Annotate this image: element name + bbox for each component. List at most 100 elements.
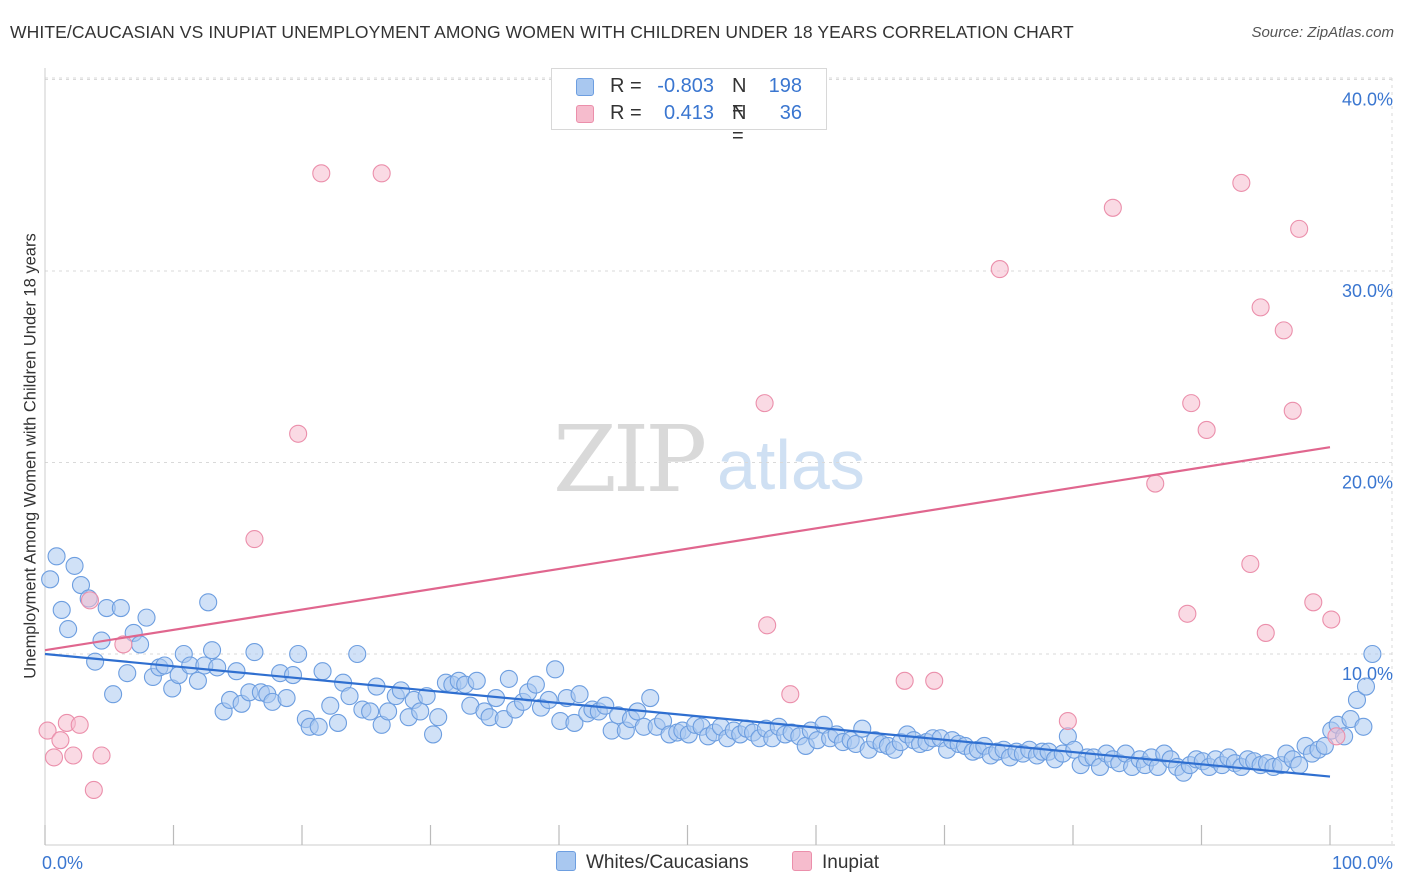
chart-title: WHITE/CAUCASIAN VS INUPIAT UNEMPLOYMENT … <box>10 22 1074 42</box>
legend-item-inupiat: Inupiat <box>792 851 879 874</box>
inupiat-point <box>38 721 57 740</box>
n-label: N = <box>732 102 747 147</box>
series-legend: Whites/Caucasians Inupiat <box>0 851 1406 881</box>
n-label: N = <box>732 75 747 120</box>
whites-swatch <box>556 851 576 871</box>
whites-point <box>86 652 105 671</box>
inupiat-point <box>1182 394 1201 413</box>
whites-point <box>313 662 332 681</box>
whites-point <box>411 702 430 721</box>
r-label: R = <box>610 75 642 97</box>
tick-labels: 10.0% 20.0% 30.0% 40.0% 0.0% 100.0% <box>42 90 1393 874</box>
inupiat-trend-line <box>44 446 1331 652</box>
source-label: Source: ZipAtlas.com <box>1251 24 1394 41</box>
whites-point <box>118 664 137 683</box>
inupiat-point <box>1058 711 1077 731</box>
inupiat-point <box>1232 173 1251 192</box>
whites-point <box>570 685 589 704</box>
whites-point <box>1356 677 1376 696</box>
inupiat-point <box>51 731 70 750</box>
whites-point <box>424 725 443 744</box>
inupiat-point <box>1327 727 1346 746</box>
inupiat-point <box>64 746 83 765</box>
whites-point <box>641 688 660 708</box>
y-tick-label: 10.0% <box>1342 664 1393 684</box>
inupiat-point <box>1178 604 1197 623</box>
whites-trend-line <box>44 652 1331 778</box>
inupiat-point <box>1283 401 1302 420</box>
whites-point <box>283 666 303 685</box>
whites-point <box>245 643 264 662</box>
whites-point <box>348 644 367 664</box>
inupiat-point <box>758 616 777 635</box>
whites-point <box>565 713 584 732</box>
whites-point <box>309 717 328 736</box>
inupiat-point <box>1146 474 1165 493</box>
inupiat-point <box>312 164 331 183</box>
whites-point <box>47 547 66 566</box>
inupiat-point <box>1290 219 1309 238</box>
inupiat-point <box>990 260 1009 279</box>
inupiat-point <box>1256 623 1275 642</box>
whites-point <box>41 570 60 589</box>
whites-point <box>321 696 340 715</box>
whites-point <box>391 681 410 700</box>
r-value: 0.413 <box>663 102 714 124</box>
whites-points <box>41 547 1382 782</box>
whites-point <box>467 671 486 690</box>
x-tick-label-min: 0.0% <box>42 853 83 873</box>
whites-point <box>328 713 348 732</box>
correlation-legend: R = -0.803 N = 198 R = 0.413 N = 36 <box>551 68 827 147</box>
inupiat-swatch <box>792 851 812 871</box>
inupiat-point <box>289 424 308 443</box>
axes <box>44 68 1395 846</box>
watermark-zip: ZIP <box>553 406 704 513</box>
inupiat-point <box>755 394 774 413</box>
inupiat-point <box>1322 610 1341 629</box>
whites-point <box>1363 644 1382 664</box>
x-tick-label-max: 100.0% <box>1332 853 1393 873</box>
inupiat-point <box>92 746 111 765</box>
inupiat-point <box>372 164 391 183</box>
whites-point <box>59 620 78 639</box>
trend-lines <box>44 446 1331 778</box>
inupiat-swatch <box>576 105 594 123</box>
whites-point <box>111 598 130 618</box>
inupiat-point <box>1304 593 1323 612</box>
whites-point <box>199 593 218 612</box>
whites-point <box>526 675 545 694</box>
whites-point <box>379 702 398 721</box>
inupiat-point <box>245 530 264 549</box>
whites-point <box>65 556 84 575</box>
inupiat-point <box>895 671 914 690</box>
y-tick-label: 30.0% <box>1342 281 1393 301</box>
n-value: 36 <box>779 102 802 124</box>
whites-point <box>1347 690 1367 710</box>
inupiat-point <box>781 685 800 704</box>
whites-point <box>546 660 565 679</box>
watermark-atlas: atlas <box>717 426 865 504</box>
whites-point <box>361 702 380 721</box>
inupiat-point <box>1274 321 1293 340</box>
r-value: -0.803 <box>657 75 714 97</box>
whites-point <box>137 608 156 627</box>
inupiat-point <box>1241 554 1260 574</box>
whites-point <box>289 644 308 664</box>
whites-point <box>71 576 91 595</box>
inupiat-point <box>1197 420 1216 439</box>
whites-point <box>52 600 71 620</box>
inupiat-point <box>70 715 89 734</box>
whites-point <box>188 671 207 690</box>
legend-item-whites: Whites/Caucasians <box>556 851 749 874</box>
inupiat-point <box>80 591 100 610</box>
inupiat-points <box>38 164 1346 800</box>
whites-point <box>203 641 222 660</box>
inupiat-point <box>1251 298 1270 317</box>
n-value: 198 <box>768 75 802 97</box>
watermark: ZIP atlas <box>553 406 865 513</box>
whites-point <box>277 688 296 708</box>
inupiat-point <box>925 671 944 690</box>
inupiat-point <box>84 780 103 800</box>
legend-label-whites: Whites/Caucasians <box>586 852 749 873</box>
